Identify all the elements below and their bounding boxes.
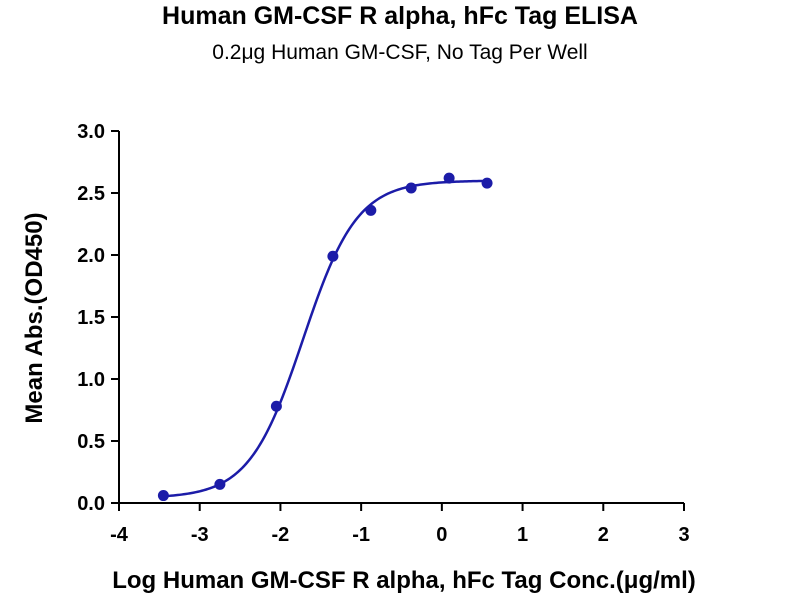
data-point — [214, 478, 226, 490]
x-axis-label: Log Human GM-CSF R alpha, hFc Tag Conc.(… — [112, 567, 696, 594]
chart-subtitle: 0.2μg Human GM-CSF, No Tag Per Well — [212, 41, 587, 64]
x-tick-label: -3 — [191, 524, 209, 546]
fit-curve — [163, 179, 488, 498]
x-tick-label: -4 — [110, 524, 129, 546]
x-tick-label: -2 — [272, 524, 290, 546]
x-tick-label: -1 — [352, 524, 370, 546]
y-tick-label: 1.0 — [77, 369, 105, 391]
plot-area: 0.0 0.5 1.0 1.5 2.0 2.5 3.0 -4 -3 -2 -1 0 1 2 3 — [77, 121, 689, 546]
x-tick-label: 0 — [436, 524, 447, 546]
data-point — [443, 172, 455, 184]
y-axis-label: Mean Abs.(OD450) — [21, 212, 48, 423]
y-tick-label: 0.0 — [77, 493, 105, 515]
data-point — [365, 204, 377, 216]
y-tick-label: 0.5 — [77, 431, 105, 453]
data-point — [405, 182, 417, 194]
x-tick-label: 3 — [678, 524, 689, 546]
chart-title: Human GM-CSF R alpha, hFc Tag ELISA — [162, 2, 638, 30]
y-tick-label: 2.0 — [77, 245, 105, 267]
x-tick-label: 1 — [517, 524, 528, 546]
x-tick-label: 2 — [598, 524, 609, 546]
y-tick-label: 2.5 — [77, 183, 105, 205]
y-tick-label: 3.0 — [77, 121, 105, 143]
y-tick-label: 1.5 — [77, 307, 105, 329]
data-point — [270, 400, 282, 412]
data-point — [481, 177, 493, 189]
data-point — [327, 250, 339, 262]
data-point — [157, 490, 169, 502]
